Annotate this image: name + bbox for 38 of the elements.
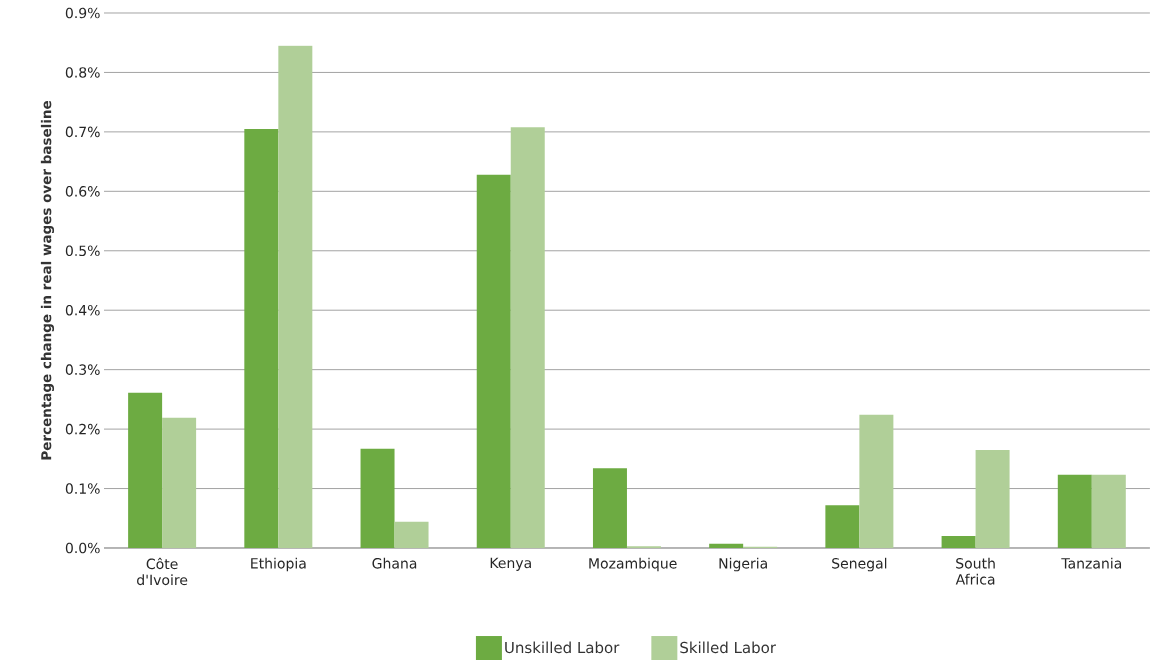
bar [510,127,545,548]
bar [975,449,1010,548]
x-tick-label: Ethiopia [251,557,306,572]
bar [278,45,313,548]
x-tick-label: Nigeria [719,557,767,572]
bar [162,417,197,548]
x-tick-label: Côte d'Ivoire [137,557,188,586]
x-tick-label: South Africa [955,557,995,585]
bar [941,536,976,548]
bar [709,543,744,548]
bar [825,505,860,548]
y-tick-label: 0.4% [65,304,100,316]
y-tick-label: 0.8% [65,67,100,78]
legend-label: Unskilled Labor [505,641,620,654]
x-tick-label: Mozambique [589,557,677,572]
bar [394,521,429,548]
y-axis-title: Percentage change in real wages over baseline [40,100,55,460]
y-tick-label: 0.0% [65,542,100,554]
y-tick-label: 0.6% [65,186,100,197]
bar [128,392,163,548]
bar [244,128,279,548]
x-tick-label: Tanzania [1061,557,1122,569]
bar [360,448,395,548]
y-tick-label: 0.3% [65,364,100,375]
y-tick-label: 0.5% [65,245,100,257]
legend-label: Skilled Labor [680,641,776,654]
bar [1091,474,1126,548]
y-tick-label: 0.2% [65,423,100,435]
bar [859,414,894,548]
bar [1057,474,1092,548]
bar [476,174,511,548]
x-tick-label: Kenya [490,557,531,571]
bar [592,468,627,548]
y-tick-label: 0.1% [65,483,100,494]
y-tick-label: 0.9% [65,7,100,19]
x-tick-label: Senegal [832,557,887,572]
x-tick-label: Ghana [372,557,417,569]
y-tick-label: 0.7% [65,126,100,138]
